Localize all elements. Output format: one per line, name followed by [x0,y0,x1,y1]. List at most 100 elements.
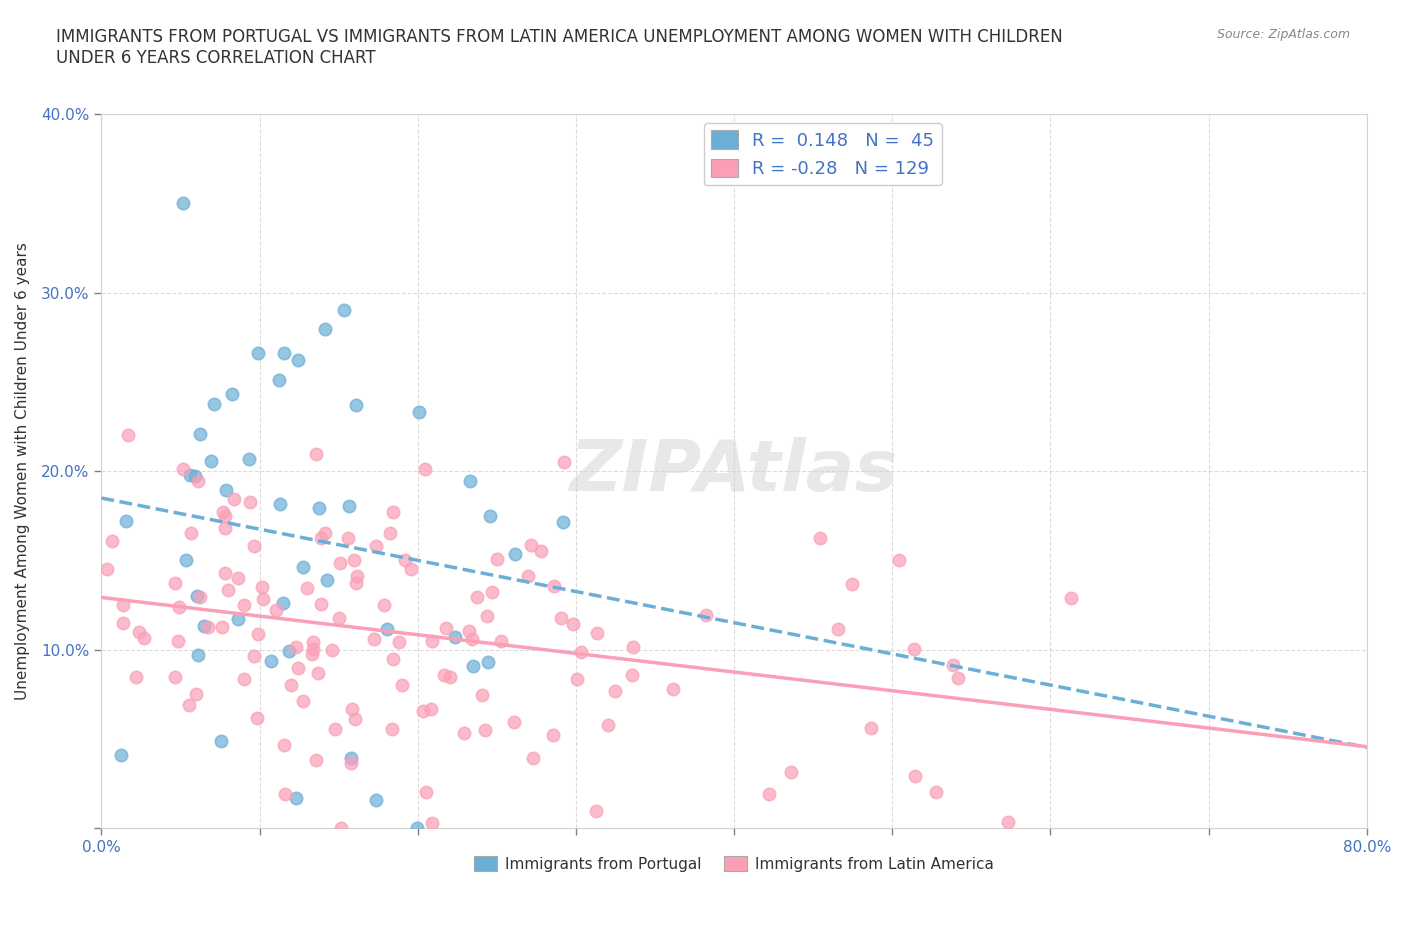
Point [522,751,544,765]
Point [117,428,139,443]
Point [375,622,398,637]
Point [391,678,413,693]
Point [221,386,243,401]
Point [381,722,404,737]
Point [467,590,489,604]
Point [598,718,620,733]
Point [184,469,207,484]
Point [314,322,336,337]
Point [233,671,256,686]
Point [328,610,350,625]
Point [561,617,583,631]
Point [434,620,457,635]
Point [274,787,297,802]
Point [420,633,443,648]
Point [841,577,863,591]
Point [134,631,156,645]
Point [453,726,475,741]
Point [529,544,551,559]
Point [291,560,314,575]
Text: Source: ZipAtlas.com: Source: ZipAtlas.com [1216,28,1350,41]
Point [202,397,225,412]
Point [172,196,194,211]
Point [232,598,254,613]
Point [439,670,461,684]
Point [321,643,343,658]
Point [111,598,134,613]
Point [167,633,190,648]
Point [301,647,323,662]
Point [346,568,368,583]
Point [827,622,849,637]
Point [444,630,467,644]
Point [311,531,333,546]
Point [520,538,543,552]
Point [565,671,588,686]
Point [585,804,607,818]
Point [366,792,388,807]
Point [311,596,333,611]
Point [316,573,339,588]
Point [336,530,359,545]
Point [541,728,564,743]
Point [188,590,211,604]
Point [260,654,283,669]
Point [302,634,325,649]
Point [433,667,456,682]
Point [477,609,499,624]
Point [586,626,609,641]
Point [226,611,249,626]
Point [553,455,575,470]
Point [165,576,187,591]
Point [419,702,441,717]
Point [550,611,572,626]
Point [925,784,948,799]
Text: ZIPAtlas: ZIPAtlas [569,436,898,506]
Point [603,684,626,698]
Point [517,568,540,583]
Point [388,635,411,650]
Point [186,589,208,604]
Point [948,671,970,685]
Point [187,647,209,662]
Point [267,372,290,387]
Point [695,608,717,623]
Point [125,670,148,684]
Legend: Immigrants from Portugal, Immigrants from Latin America: Immigrants from Portugal, Immigrants fro… [468,849,1000,878]
Point [903,642,925,657]
Point [287,661,309,676]
Point [382,504,405,519]
Point [305,447,328,462]
Point [200,454,222,469]
Point [344,397,367,412]
Point [344,711,367,726]
Point [314,525,336,540]
Point [292,694,315,709]
Point [247,345,270,360]
Point [217,582,239,597]
Point [399,562,422,577]
Point [197,620,219,635]
Point [243,538,266,553]
Point [215,483,238,498]
Point [165,670,187,684]
Point [340,756,363,771]
Point [458,473,481,488]
Point [167,600,190,615]
Point [243,648,266,663]
Point [621,640,644,655]
Point [209,733,232,748]
Point [329,820,352,835]
Point [337,498,360,513]
Point [96,562,118,577]
Point [308,501,330,516]
Point [211,505,233,520]
Point [408,405,430,419]
Point [463,658,485,673]
Point [239,494,262,509]
Point [344,575,367,590]
Point [413,462,436,477]
Text: IMMIGRANTS FROM PORTUGAL VS IMMIGRANTS FROM LATIN AMERICA UNEMPLOYMENT AMONG WOM: IMMIGRANTS FROM PORTUGAL VS IMMIGRANTS F… [56,28,1063,67]
Point [505,546,527,561]
Point [1060,591,1083,605]
